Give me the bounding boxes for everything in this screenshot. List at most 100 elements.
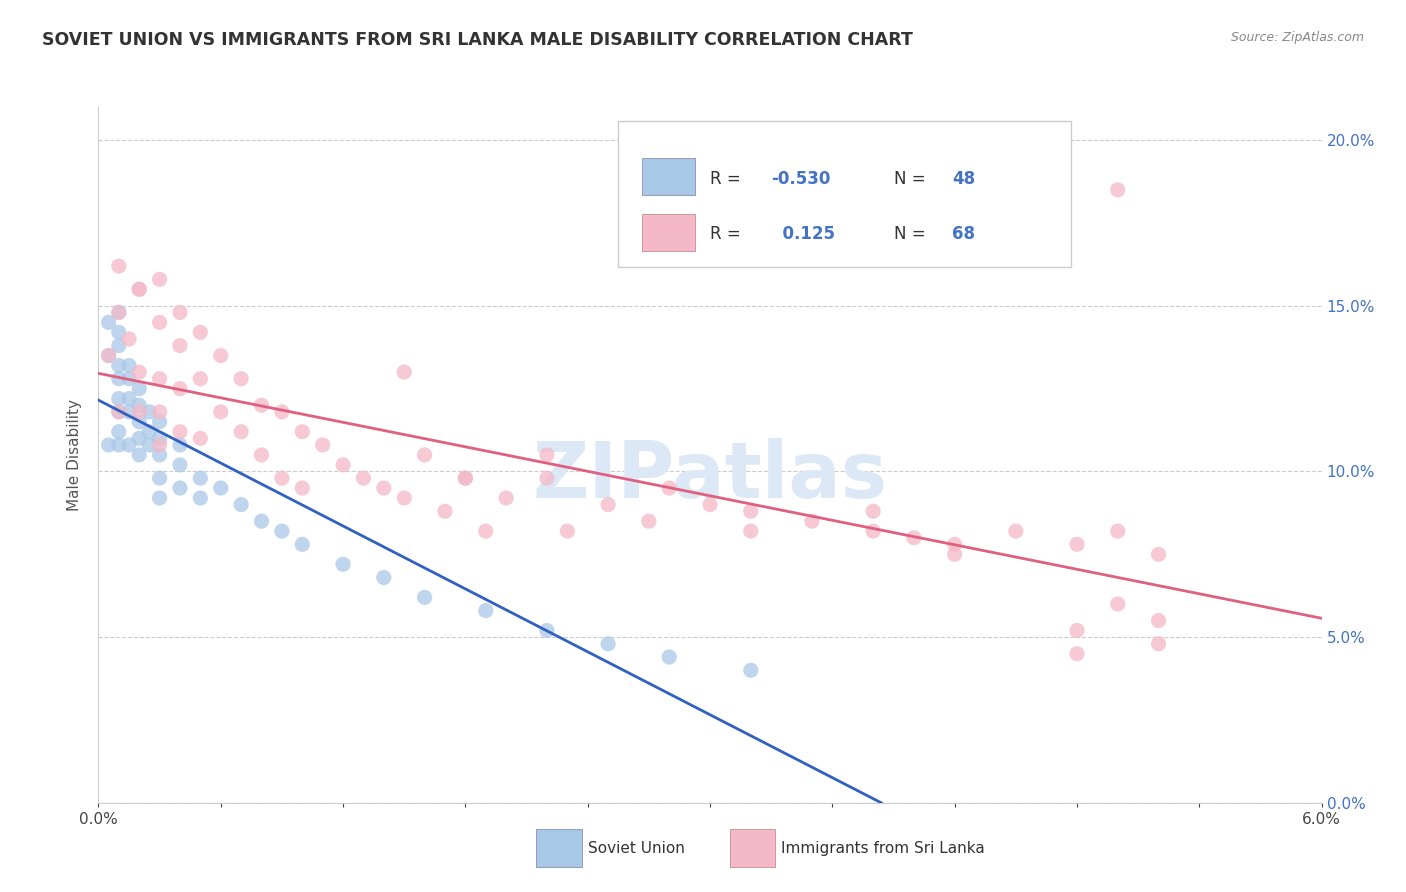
- Point: [474, 524, 498, 538]
- Text: R =: R =: [710, 169, 747, 187]
- Point: [169, 458, 191, 472]
- Text: 48: 48: [952, 169, 976, 187]
- Point: [108, 359, 131, 373]
- Point: [1066, 537, 1088, 551]
- Point: [118, 359, 141, 373]
- Y-axis label: Male Disability: Male Disability: [67, 399, 83, 511]
- Point: [699, 498, 721, 512]
- Point: [108, 326, 131, 340]
- Point: [128, 365, 150, 379]
- Point: [169, 382, 191, 396]
- Point: [1107, 524, 1129, 538]
- Point: [97, 438, 120, 452]
- Point: [231, 498, 253, 512]
- Point: [149, 272, 172, 286]
- Point: [188, 491, 212, 505]
- Point: [149, 315, 172, 329]
- Text: Soviet Union: Soviet Union: [588, 840, 685, 855]
- FancyBboxPatch shape: [730, 830, 775, 867]
- Point: [128, 405, 150, 419]
- Point: [149, 415, 172, 429]
- Point: [1147, 547, 1170, 561]
- Point: [128, 448, 150, 462]
- Point: [598, 637, 620, 651]
- Point: [97, 349, 120, 363]
- Point: [1004, 524, 1026, 538]
- Point: [801, 514, 824, 528]
- Point: [332, 558, 354, 572]
- Point: [108, 392, 131, 406]
- Text: ZIPatlas: ZIPatlas: [533, 438, 887, 514]
- Text: N =: N =: [894, 226, 931, 244]
- Point: [373, 481, 395, 495]
- Point: [862, 504, 884, 518]
- Point: [128, 415, 150, 429]
- Point: [433, 504, 456, 518]
- Point: [454, 471, 477, 485]
- Point: [118, 392, 141, 406]
- Point: [250, 514, 273, 528]
- Point: [943, 537, 966, 551]
- Point: [536, 448, 558, 462]
- Point: [270, 471, 292, 485]
- Point: [209, 481, 232, 495]
- Point: [118, 332, 141, 346]
- Point: [138, 438, 160, 452]
- Point: [250, 448, 273, 462]
- Point: [373, 570, 395, 584]
- Point: [108, 405, 131, 419]
- Point: [97, 349, 120, 363]
- Point: [392, 365, 416, 379]
- Point: [311, 438, 335, 452]
- Point: [108, 259, 131, 273]
- Point: [169, 438, 191, 452]
- Point: [536, 624, 558, 638]
- Point: [188, 372, 212, 386]
- Point: [108, 438, 131, 452]
- Point: [169, 305, 191, 319]
- Point: [270, 524, 292, 538]
- Point: [1147, 637, 1170, 651]
- Point: [118, 438, 141, 452]
- Point: [149, 405, 172, 419]
- Point: [740, 524, 762, 538]
- Point: [138, 405, 160, 419]
- Point: [555, 524, 579, 538]
- Text: SOVIET UNION VS IMMIGRANTS FROM SRI LANKA MALE DISABILITY CORRELATION CHART: SOVIET UNION VS IMMIGRANTS FROM SRI LANK…: [42, 31, 912, 49]
- Point: [169, 481, 191, 495]
- Point: [209, 349, 232, 363]
- Point: [658, 481, 681, 495]
- Point: [413, 448, 436, 462]
- Point: [474, 604, 498, 618]
- Point: [128, 282, 150, 296]
- Point: [903, 531, 925, 545]
- Point: [598, 498, 620, 512]
- Point: [108, 305, 131, 319]
- Point: [138, 425, 160, 439]
- Point: [231, 372, 253, 386]
- Point: [209, 405, 232, 419]
- Point: [1066, 647, 1088, 661]
- Point: [188, 471, 212, 485]
- Text: N =: N =: [894, 169, 931, 187]
- Point: [1107, 597, 1129, 611]
- Point: [943, 547, 966, 561]
- Point: [250, 398, 273, 412]
- Point: [149, 431, 172, 445]
- Point: [495, 491, 517, 505]
- Point: [128, 282, 150, 296]
- Point: [149, 372, 172, 386]
- Point: [169, 425, 191, 439]
- Point: [128, 382, 150, 396]
- Point: [291, 537, 314, 551]
- Point: [149, 448, 172, 462]
- Point: [270, 405, 292, 419]
- Point: [352, 471, 374, 485]
- Point: [188, 431, 212, 445]
- FancyBboxPatch shape: [619, 121, 1071, 267]
- Point: [862, 524, 884, 538]
- FancyBboxPatch shape: [536, 830, 582, 867]
- Point: [1066, 624, 1088, 638]
- Point: [149, 491, 172, 505]
- Text: Source: ZipAtlas.com: Source: ZipAtlas.com: [1230, 31, 1364, 45]
